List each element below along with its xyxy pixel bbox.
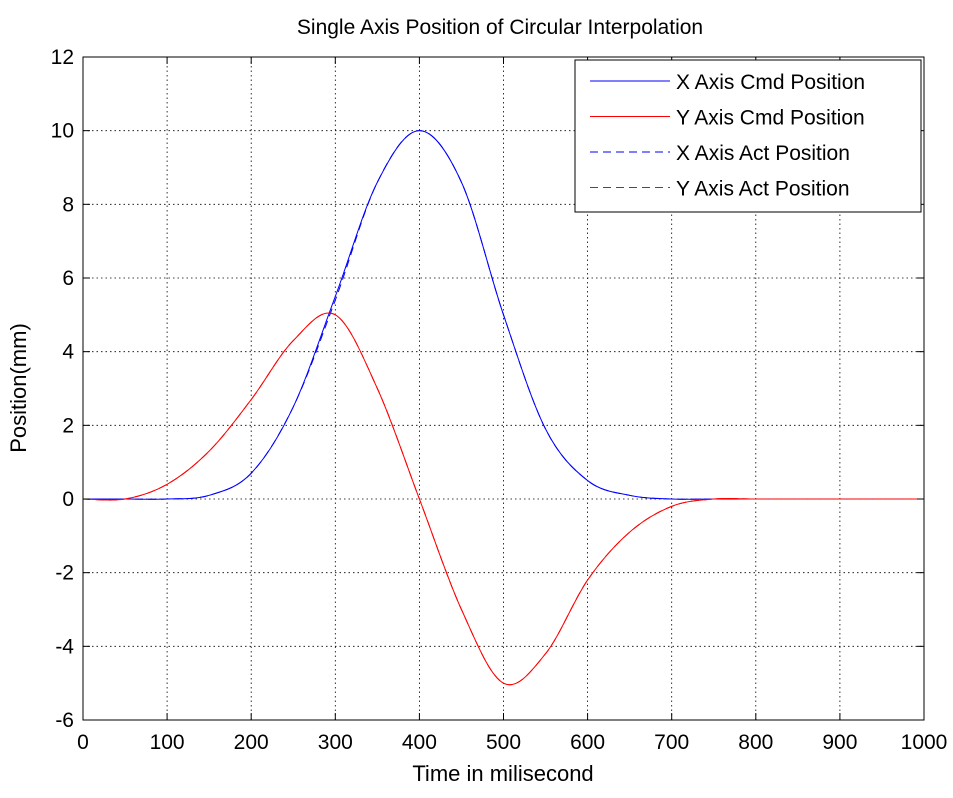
x-tick-label: 1000 bbox=[901, 731, 948, 754]
grid-lines bbox=[83, 57, 924, 720]
x-tick-label: 800 bbox=[738, 731, 773, 754]
legend-box bbox=[574, 59, 922, 213]
y-tick-label: -4 bbox=[55, 635, 74, 658]
series-line-x-axis-act-position bbox=[83, 130, 924, 500]
x-tick-label: 600 bbox=[570, 731, 605, 754]
y-axis-label: Position(mm) bbox=[6, 323, 31, 453]
x-tick-label: 900 bbox=[822, 731, 857, 754]
x-tick-label: 200 bbox=[234, 731, 269, 754]
legend-label: Y Axis Act Position bbox=[676, 178, 850, 201]
x-tick-label: 300 bbox=[318, 731, 353, 754]
x-tick-label: 0 bbox=[77, 731, 89, 754]
chart-title: Single Axis Position of Circular Interpo… bbox=[297, 16, 703, 39]
legend-label: X Axis Act Position bbox=[676, 142, 850, 165]
legend: X Axis Cmd Position Y Axis Cmd Position X … bbox=[574, 59, 922, 213]
y-tick-label: 0 bbox=[62, 488, 74, 511]
y-tick-label: 8 bbox=[62, 193, 74, 216]
y-tick-label: 6 bbox=[62, 267, 74, 290]
x-tick-label: 500 bbox=[486, 731, 521, 754]
legend-label: Y Axis Cmd Position bbox=[676, 107, 865, 130]
y-tick-label: -6 bbox=[55, 709, 74, 732]
series-line-y-axis-act-position bbox=[82, 312, 924, 686]
y-tick-label: -2 bbox=[55, 562, 74, 585]
x-tick-label: 700 bbox=[654, 731, 689, 754]
y-tick-label: 10 bbox=[51, 120, 74, 143]
y-tick-label: 12 bbox=[51, 46, 74, 69]
x-axis-label: Time in milisecond bbox=[412, 761, 593, 786]
axis-ticks: 0 100 200 300 400 500 600 700 800 900 1000 12 10 8 6 4 2… bbox=[51, 46, 948, 754]
y-tick-label: 2 bbox=[62, 414, 74, 437]
x-tick-label: 400 bbox=[402, 731, 437, 754]
series-group bbox=[82, 130, 924, 686]
x-tick-label: 100 bbox=[150, 731, 185, 754]
y-tick-label: 4 bbox=[62, 341, 74, 364]
legend-label: X Axis Cmd Position bbox=[676, 71, 865, 94]
